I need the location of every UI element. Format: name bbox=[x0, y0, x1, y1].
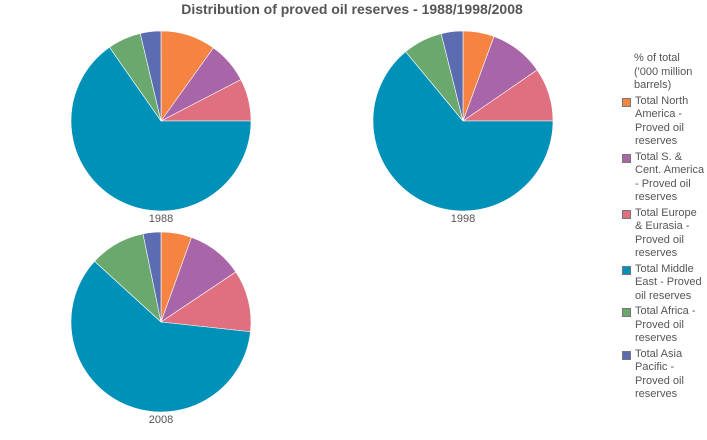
legend-label: Total S. & Cent. America - Proved oil re… bbox=[635, 150, 705, 204]
legend-swatch bbox=[622, 265, 631, 275]
legend-label: Total Middle East - Proved oil reserves bbox=[635, 262, 702, 302]
legend-title: % of total ('000 million barrels) bbox=[634, 52, 693, 91]
legend-item: Total Asia Pacific - Proved oil reserves bbox=[622, 348, 706, 402]
legend-item: Total Middle East - Proved oil reserves bbox=[622, 263, 706, 304]
pie-slice bbox=[139, 30, 162, 122]
legend-label: Total Africa - Proved oil reserves bbox=[635, 305, 696, 344]
pie-slice bbox=[142, 231, 162, 323]
pie-slice bbox=[372, 51, 554, 212]
legend-label: Total Asia Pacific - Proved oil reserves bbox=[635, 347, 684, 401]
pie-slice bbox=[440, 30, 464, 122]
legend-item: Total Africa - Proved oil reserves bbox=[622, 305, 706, 346]
pie-label: 1998 bbox=[451, 213, 475, 225]
legend-item: Total S. & Cent. America - Proved oil re… bbox=[622, 151, 706, 205]
pie-slice bbox=[70, 46, 252, 212]
chart-title: Distribution of proved oil reserves - 19… bbox=[181, 1, 523, 17]
legend-item: Total North America - Proved oil reserve… bbox=[622, 95, 706, 149]
pie-label: 2008 bbox=[149, 414, 173, 426]
legend-item: Total Europe & Eurasia - Proved oil rese… bbox=[622, 207, 706, 261]
legend-swatch bbox=[622, 308, 631, 317]
legend-label: Total North America - Proved oil reserve… bbox=[635, 94, 689, 148]
legend-swatch bbox=[622, 209, 631, 219]
legend: % of total ('000 million barrels) Total … bbox=[622, 52, 706, 404]
pie-slice bbox=[70, 260, 251, 413]
pie-label: 1988 bbox=[149, 213, 173, 225]
legend-swatch bbox=[622, 97, 631, 107]
legend-swatch bbox=[622, 350, 631, 360]
legend-swatch bbox=[622, 153, 631, 163]
legend-label: Total Europe & Eurasia - Proved oil rese… bbox=[635, 206, 697, 260]
